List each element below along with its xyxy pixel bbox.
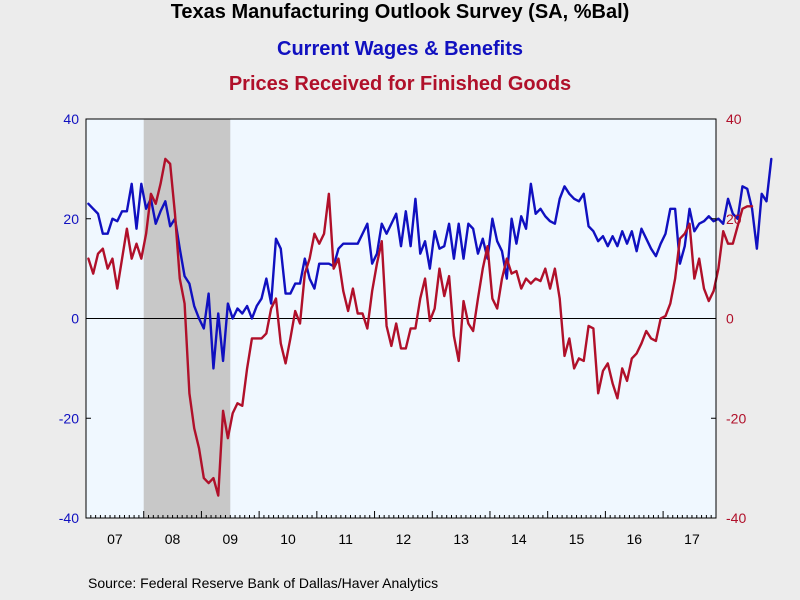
y-tick-label-left: -20 xyxy=(59,410,79,426)
y-tick-label-right: 0 xyxy=(726,311,734,327)
x-tick-label: 16 xyxy=(626,531,642,547)
series-label-wages: Current Wages & Benefits xyxy=(277,38,523,60)
chart-title: Texas Manufacturing Outlook Survey (SA, … xyxy=(170,1,630,23)
x-tick-label: 15 xyxy=(569,531,585,547)
y-tick-label-left: 40 xyxy=(63,111,79,127)
y-tick-label-left: 0 xyxy=(71,311,79,327)
series-line-wages xyxy=(87,157,773,370)
series-line-prices xyxy=(87,157,754,497)
left-axis: -40 -20 0 20 40 xyxy=(59,111,91,526)
x-tick-label: 09 xyxy=(222,531,238,547)
y-tick-label-right: 40 xyxy=(726,111,742,127)
series-lines xyxy=(87,157,773,497)
y-tick-label-right: -40 xyxy=(726,510,746,526)
source-note: Source: Federal Reserve Bank of Dallas/H… xyxy=(88,575,439,591)
x-tick-label: 08 xyxy=(165,531,181,547)
right-axis: -40 -20 0 20 40 xyxy=(711,111,746,526)
y-tick-label-right: 20 xyxy=(726,211,742,227)
x-tick-label: 14 xyxy=(511,531,527,547)
x-tick-label: 12 xyxy=(396,531,412,547)
y-tick-label-right: -20 xyxy=(726,410,746,426)
x-tick-label: 17 xyxy=(684,531,700,547)
series-label-prices: Prices Received for Finished Goods xyxy=(228,73,572,95)
x-axis: 07 08 09 10 11 12 13 14 15 16 17 xyxy=(85,511,717,547)
y-tick-label-left: -40 xyxy=(59,510,79,526)
x-tick-label: 10 xyxy=(280,531,296,547)
y-tick-label-left: 20 xyxy=(63,211,79,227)
x-tick-label: 11 xyxy=(338,531,353,547)
x-tick-label: 13 xyxy=(453,531,469,547)
x-tick-label: 07 xyxy=(107,531,123,547)
